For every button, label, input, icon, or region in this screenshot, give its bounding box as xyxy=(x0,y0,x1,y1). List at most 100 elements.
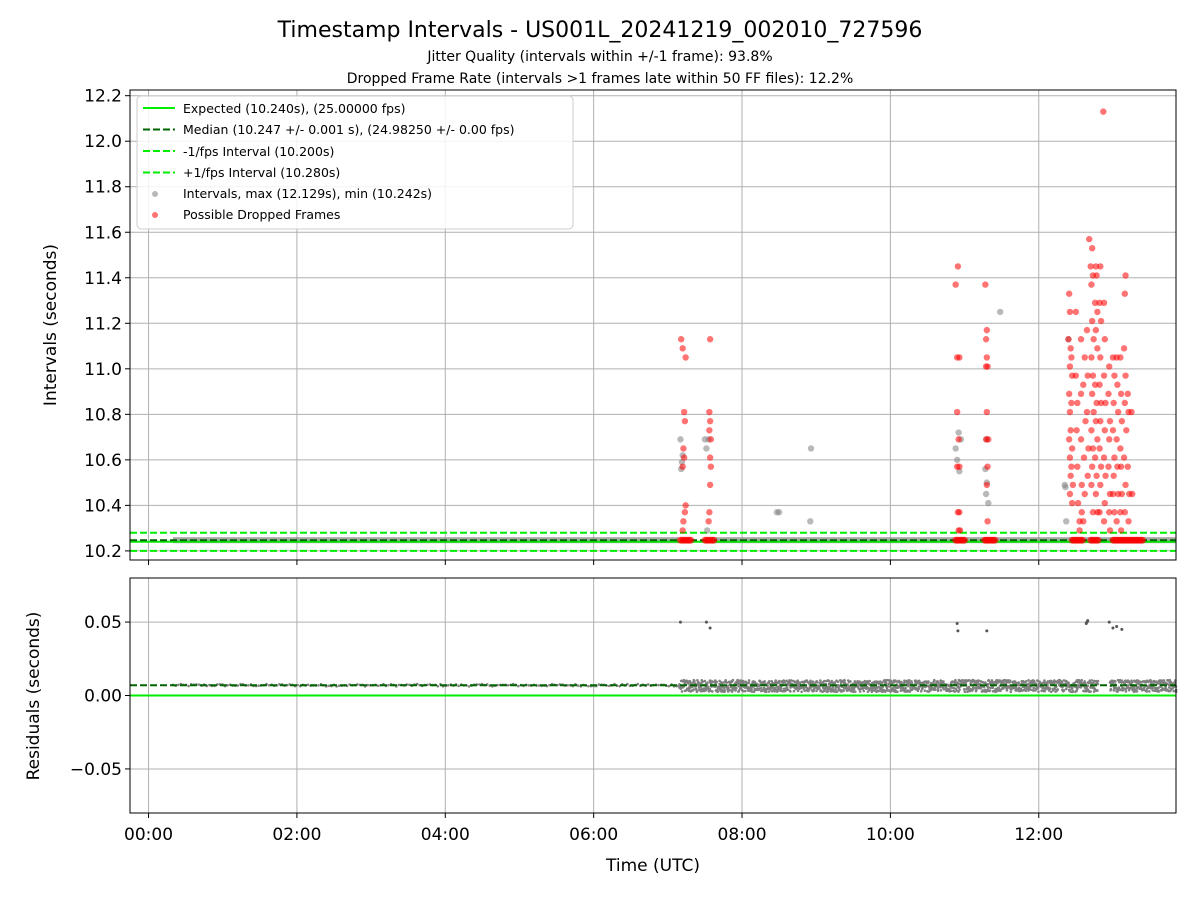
residual-point xyxy=(1090,679,1093,682)
dropped-frame-point xyxy=(1088,427,1095,434)
dropped-frame-point xyxy=(687,536,695,544)
dropped-frame-point xyxy=(1109,427,1117,434)
residual-point xyxy=(933,685,937,689)
residual-point xyxy=(408,683,411,687)
dropped-frame-point xyxy=(707,436,715,443)
residual-outlier-point xyxy=(956,629,960,633)
residual-point xyxy=(976,686,980,690)
residual-point xyxy=(1123,682,1126,685)
dropped-frame-point xyxy=(1072,372,1080,379)
residual-point xyxy=(1032,679,1036,683)
residual-point xyxy=(971,688,975,691)
dropped-frame-point xyxy=(1081,354,1088,361)
residual-point xyxy=(506,683,510,687)
residual-point xyxy=(1065,687,1068,691)
dropped-frame-point xyxy=(1092,263,1100,270)
residual-point xyxy=(785,686,789,689)
residual-point xyxy=(607,684,611,688)
interval-point xyxy=(703,527,711,534)
dropped-frame-point xyxy=(1097,463,1105,470)
dropped-frame-point xyxy=(1065,436,1073,443)
residual-point xyxy=(1025,686,1029,689)
y-tick-label: 10.4 xyxy=(84,496,122,516)
residual-point xyxy=(711,690,714,693)
residual-point xyxy=(896,690,899,694)
residual-point xyxy=(843,681,847,685)
dropped-frame-point xyxy=(1124,390,1131,398)
dropped-frame-point xyxy=(1084,372,1091,379)
dropped-frame-point xyxy=(1118,417,1126,425)
dropped-frame-point xyxy=(1100,108,1107,115)
residual-point xyxy=(1043,688,1047,691)
dropped-frame-point xyxy=(680,445,687,452)
residual-point xyxy=(833,681,837,684)
residual-point xyxy=(899,689,903,692)
residual-point xyxy=(760,686,763,690)
residual-point xyxy=(738,682,741,685)
dropped-frame-point xyxy=(1122,272,1129,279)
dropped-frame-point xyxy=(1117,390,1125,398)
dropped-frame-point xyxy=(1101,336,1108,343)
residual-point xyxy=(576,684,580,687)
residuals-axes-frame xyxy=(129,577,1177,814)
dropped-frame-point xyxy=(982,436,990,443)
dropped-frame-point xyxy=(1074,463,1081,470)
residual-point xyxy=(1130,681,1134,684)
residual-point xyxy=(752,690,756,693)
residual-point xyxy=(954,687,958,691)
interval-point xyxy=(1063,518,1070,525)
residual-point xyxy=(1092,690,1096,693)
x-tick-label: 08:00 xyxy=(718,825,767,845)
residual-point xyxy=(786,688,790,691)
y-tick-label: 11.2 xyxy=(84,314,122,334)
residual-point xyxy=(1157,689,1161,693)
dropped-frame-point xyxy=(1091,381,1099,388)
residual-point xyxy=(436,684,440,688)
residual-point xyxy=(1032,686,1036,690)
residual-outlier-point xyxy=(708,626,712,630)
dropped-frame-point xyxy=(1068,354,1075,361)
dropped-frame-point xyxy=(680,454,688,461)
residual-point xyxy=(783,681,786,684)
y-tick-label: 0.05 xyxy=(84,613,122,633)
dropped-frame-point xyxy=(1065,390,1073,398)
dropped-frame-point xyxy=(1121,509,1129,516)
residual-point xyxy=(750,690,754,693)
interval-point xyxy=(775,509,783,516)
dropped-frame-point xyxy=(1117,509,1124,516)
residual-point xyxy=(827,679,830,683)
y-tick-label: 10.2 xyxy=(84,542,122,562)
legend: Expected (10.240s), (25.00000 fps) Media… xyxy=(136,95,574,230)
dropped-frame-point xyxy=(1093,472,1100,479)
dropped-frame-point xyxy=(706,408,713,416)
residual-point xyxy=(1138,680,1141,684)
residual-point xyxy=(715,680,718,684)
residual-point xyxy=(1126,684,1130,687)
residual-point xyxy=(734,689,737,692)
residual-point xyxy=(1014,685,1018,689)
residual-point xyxy=(735,686,738,690)
dropped-frame-point xyxy=(1073,427,1080,434)
residual-point xyxy=(798,681,802,685)
dropped-frame-point xyxy=(1129,490,1136,498)
residual-point xyxy=(934,688,937,691)
dropped-frame-point xyxy=(1089,445,1097,452)
residual-point xyxy=(1024,689,1028,693)
dropped-frame-point xyxy=(1091,454,1099,461)
dropped-frame-point xyxy=(954,263,962,270)
residual-point xyxy=(927,680,930,683)
residual-point xyxy=(858,683,861,687)
residual-point xyxy=(829,681,832,685)
residual-point xyxy=(726,687,730,691)
dropped-frame-point xyxy=(1077,436,1085,443)
residual-point xyxy=(1071,690,1075,694)
residual-point xyxy=(845,685,848,689)
dropped-frame-point xyxy=(1100,518,1108,525)
dropped-frame-point xyxy=(1124,463,1131,470)
dropped-frame-point xyxy=(1097,263,1104,270)
residual-point xyxy=(457,684,460,688)
y-tick-label: 10.8 xyxy=(84,405,122,425)
residual-point xyxy=(710,680,714,683)
residual-outlier-point xyxy=(1115,624,1119,628)
residual-point xyxy=(909,686,912,690)
